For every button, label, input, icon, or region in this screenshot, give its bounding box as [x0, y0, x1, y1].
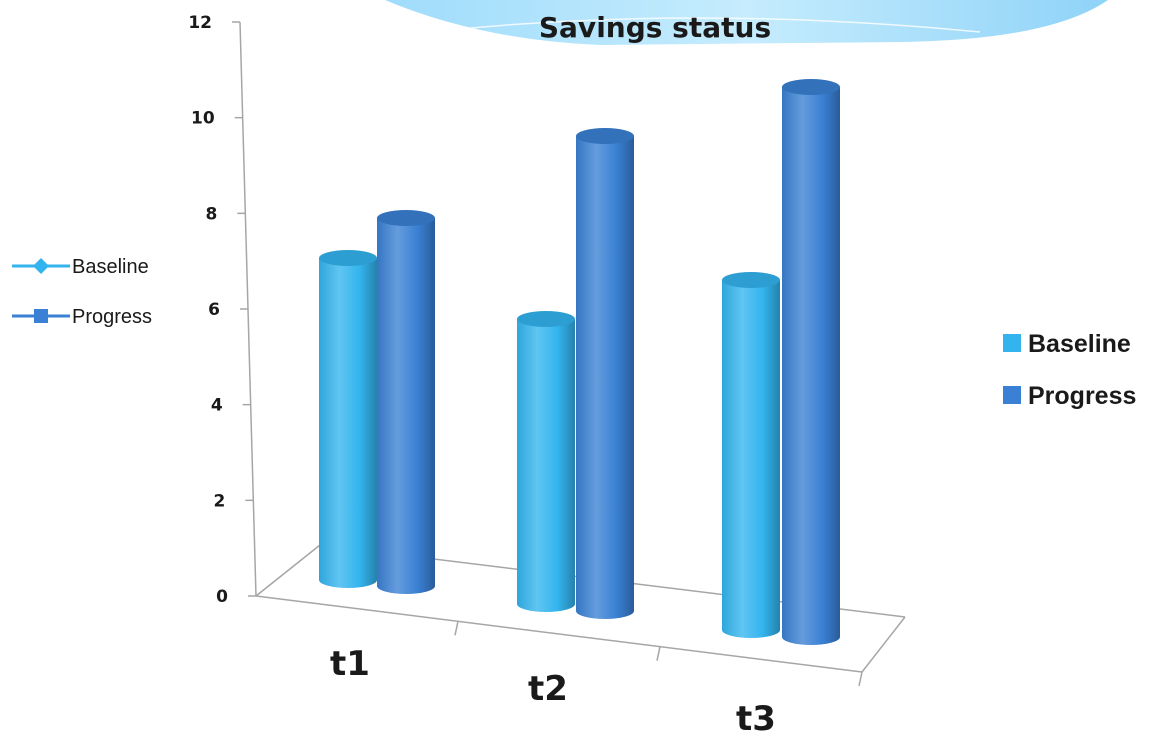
- bar-baseline-t2: [517, 311, 575, 612]
- x-category-label: t1: [330, 644, 370, 684]
- y-ticks: 0 2 4 6 8 10 12: [188, 13, 256, 607]
- y-tick-label: 12: [188, 13, 212, 33]
- title-banner-swoosh: [385, 0, 1108, 45]
- cylinder-body: [377, 218, 435, 594]
- x-tick-mark: [454, 621, 459, 636]
- legend-left-label-baseline: Baseline: [72, 256, 149, 278]
- x-ticks: [454, 621, 863, 687]
- legend-left-square-marker: [34, 309, 48, 323]
- cylinder-top: [377, 210, 435, 226]
- floor-left-edge: [255, 544, 321, 597]
- legend-right: Baseline Progress: [1003, 330, 1136, 410]
- bar-progress-t3: [782, 79, 840, 645]
- category-labels: t1 t2 t3: [330, 644, 776, 739]
- legend-right-swatch-progress: [1003, 386, 1021, 404]
- y-tick-label: 10: [191, 109, 215, 129]
- y-tick-label: 6: [208, 300, 220, 320]
- x-category-label: t3: [736, 699, 776, 739]
- bar-baseline-t3: [722, 272, 780, 638]
- x-tick-mark: [858, 671, 863, 687]
- bars: [319, 79, 840, 645]
- legend-left-label-progress: Progress: [72, 306, 152, 328]
- cylinder-top: [319, 250, 377, 266]
- cylinder-body: [782, 87, 840, 645]
- y-tick-label: 8: [205, 204, 217, 224]
- floor-right-edge: [861, 616, 906, 673]
- x-tick-mark: [656, 646, 661, 661]
- y-tick-label: 2: [213, 491, 225, 511]
- bar-baseline-t1: [319, 250, 377, 588]
- bar-progress-t1: [377, 210, 435, 594]
- legend-right-label-baseline: Baseline: [1028, 330, 1131, 358]
- cylinder-body: [576, 136, 634, 619]
- legend-left-diamond-marker: [33, 258, 49, 274]
- cylinder-body: [722, 280, 780, 638]
- y-tick-label: 4: [211, 396, 223, 416]
- cylinder-top: [517, 311, 575, 327]
- chart-title: Savings status: [539, 11, 771, 44]
- cylinder-body: [319, 258, 377, 588]
- cylinder-top: [782, 79, 840, 95]
- title-banner-line: [449, 17, 981, 33]
- x-axis-line: [255, 595, 863, 673]
- legend-right-swatch-baseline: [1003, 334, 1021, 352]
- bar-progress-t2: [576, 128, 634, 619]
- x-category-label: t2: [528, 669, 568, 709]
- legend-left: Baseline Progress: [12, 256, 152, 328]
- cylinder-top: [576, 128, 634, 144]
- cylinder-body: [517, 319, 575, 612]
- legend-right-label-progress: Progress: [1028, 382, 1136, 410]
- y-tick-label: 0: [216, 587, 228, 607]
- cylinder-top: [722, 272, 780, 288]
